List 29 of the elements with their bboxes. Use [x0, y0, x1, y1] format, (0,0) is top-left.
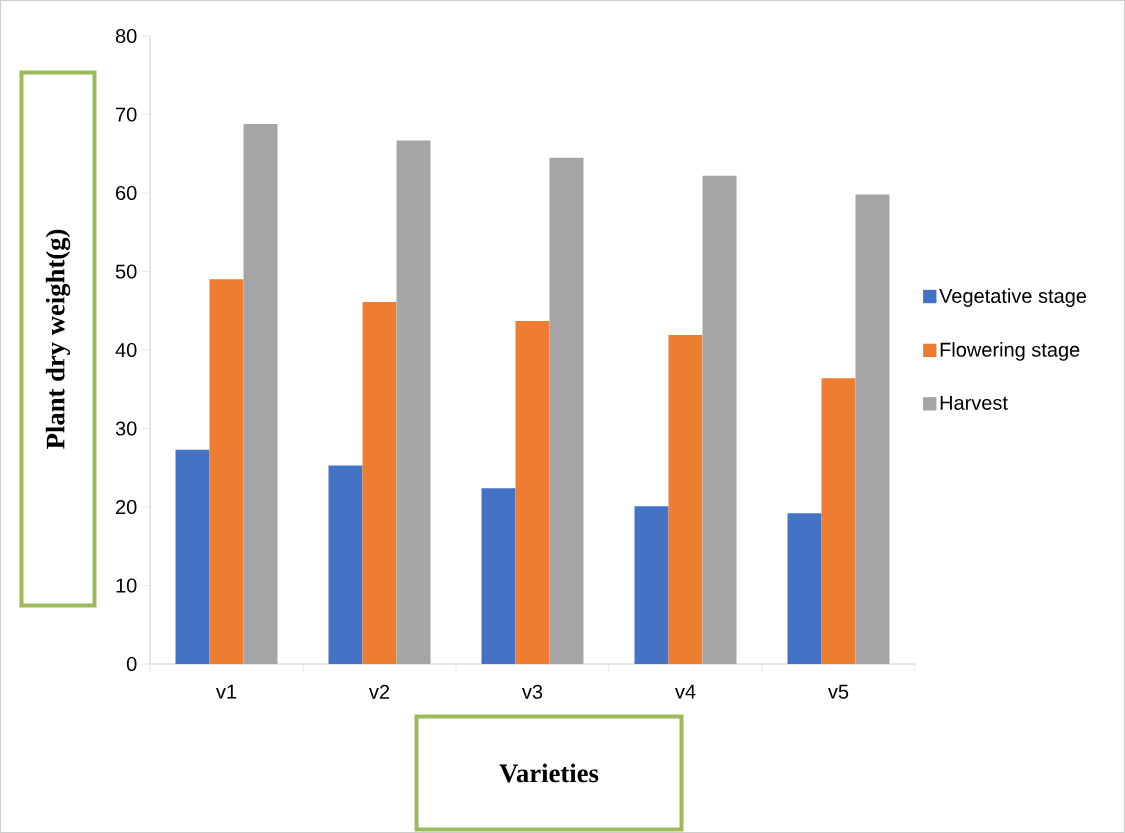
x-tick-label: v2 [369, 684, 390, 699]
y-tick-label: 70 [116, 107, 137, 122]
legend-label: Vegetative stage [939, 288, 1087, 307]
bar [209, 279, 244, 664]
x-tick-label: v3 [522, 684, 543, 699]
legend-label: Harvest [940, 395, 1008, 410]
y-axis-title: Plant dry weight(g) [45, 229, 71, 449]
bar [175, 449, 210, 664]
bar [821, 378, 856, 664]
y-tick-label: 40 [115, 342, 137, 358]
x-axis-title: Varieties [499, 763, 599, 783]
bar [515, 320, 550, 664]
x-tick-label: v5 [828, 684, 849, 699]
bar [634, 506, 669, 664]
y-tick-label: 50 [115, 264, 137, 279]
bar [787, 513, 822, 664]
bar [328, 465, 363, 664]
x-tick-label: v1 [216, 684, 237, 699]
legend-label: Flowering stage [940, 342, 1080, 361]
y-tick-label: 60 [116, 185, 137, 201]
x-tick-label: v4 [675, 684, 696, 699]
bar [668, 335, 703, 664]
y-tick-label: 10 [116, 578, 137, 593]
y-tick-label: 0 [126, 656, 137, 672]
bar [481, 488, 516, 664]
y-tick-label: 20 [116, 499, 137, 515]
bar [362, 302, 397, 664]
y-tick-label: 30 [115, 421, 137, 436]
y-tick-label: 80 [115, 28, 137, 44]
